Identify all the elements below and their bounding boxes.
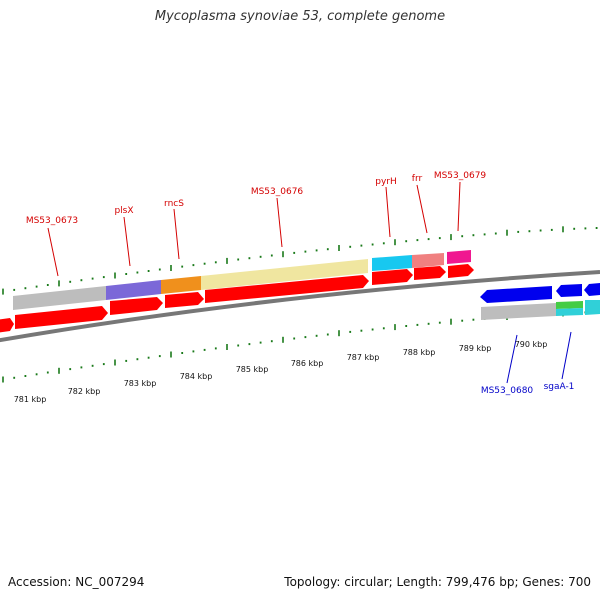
outer-tick-track [2, 226, 598, 295]
leader-line [457, 181, 461, 232]
leader-line [47, 227, 59, 277]
gene-label-sgaA-1: sgaA-1 [544, 382, 575, 392]
scale-label: 784 kbp [180, 372, 213, 381]
forward-gene-arrow [372, 269, 413, 285]
cog-segment [556, 308, 583, 316]
cog-segment [201, 259, 368, 290]
cog-segment [372, 255, 412, 271]
cog-segment [13, 286, 106, 310]
genome-backbone [0, 270, 600, 343]
forward-gene-arrow [448, 264, 474, 278]
forward-gene-arrow [205, 275, 369, 303]
cog-segment [412, 253, 444, 268]
scale-label: 783 kbp [124, 379, 157, 388]
reverse-gene-arrow [556, 284, 582, 297]
scale-label: 790 kbp [515, 340, 548, 349]
scale-label: 787 kbp [347, 353, 380, 362]
reverse-gene-arrow [480, 286, 552, 303]
gene-label-MS53_0680: MS53_0680 [481, 386, 534, 396]
genome-summary-text: Topology: circular; Length: 799,476 bp; … [284, 575, 591, 589]
leader-line [416, 184, 428, 234]
inner-tick-track [2, 310, 598, 383]
gene-label-MS53_0673: MS53_0673 [26, 216, 78, 226]
leader-line [561, 331, 572, 380]
cog-segment [556, 301, 583, 309]
forward-gene-arrow [15, 306, 108, 329]
scale-label: 789 kbp [459, 344, 492, 353]
leader-line [506, 334, 518, 384]
cog-segment [585, 300, 600, 315]
scale-label: 785 kbp [236, 365, 269, 374]
cog-segment [481, 303, 556, 320]
scale-label: 788 kbp [403, 348, 436, 357]
leader-line [123, 216, 131, 267]
map-title: Mycoplasma synoviae 53, complete genome [154, 9, 446, 24]
cog-segment [106, 280, 161, 300]
gene-label-MS53_0679: MS53_0679 [434, 171, 487, 181]
gene-labels-top: MS53_0673 plsX rncS MS53_0676 pyrH frr M… [26, 171, 487, 226]
gene-label-pyrH: pyrH [375, 177, 397, 187]
forward-gene-arrow [165, 292, 204, 308]
scale-label: 786 kbp [291, 359, 324, 368]
forward-cds-track [0, 264, 474, 333]
gene-label-MS53_0676: MS53_0676 [251, 187, 304, 197]
forward-gene-arrow [110, 297, 163, 315]
gene-label-rncS: rncS [164, 199, 184, 209]
gene-leader-lines [47, 181, 572, 384]
cog-segment [161, 276, 201, 294]
accession-text: Accession: NC_007294 [8, 575, 145, 589]
cog-track-reverse [481, 300, 600, 320]
forward-gene-arrow [414, 266, 446, 280]
cog-track-forward [13, 250, 471, 310]
gene-label-plsX: plsX [114, 206, 133, 216]
leader-line [173, 208, 180, 260]
scale-label: 782 kbp [68, 387, 101, 396]
cog-segment [447, 250, 471, 264]
forward-gene-arrow [0, 318, 14, 333]
reverse-cds-track [480, 283, 600, 303]
leader-line [385, 186, 391, 238]
scale-labels: 781 kbp 782 kbp 783 kbp 784 kbp 785 kbp … [14, 340, 548, 404]
gene-label-frr: frr [412, 174, 423, 184]
leader-line [276, 197, 283, 248]
gene-labels-bottom: MS53_0680 sgaA-1 [481, 382, 575, 396]
reverse-gene-arrow [584, 283, 600, 296]
scale-label: 781 kbp [14, 395, 47, 404]
